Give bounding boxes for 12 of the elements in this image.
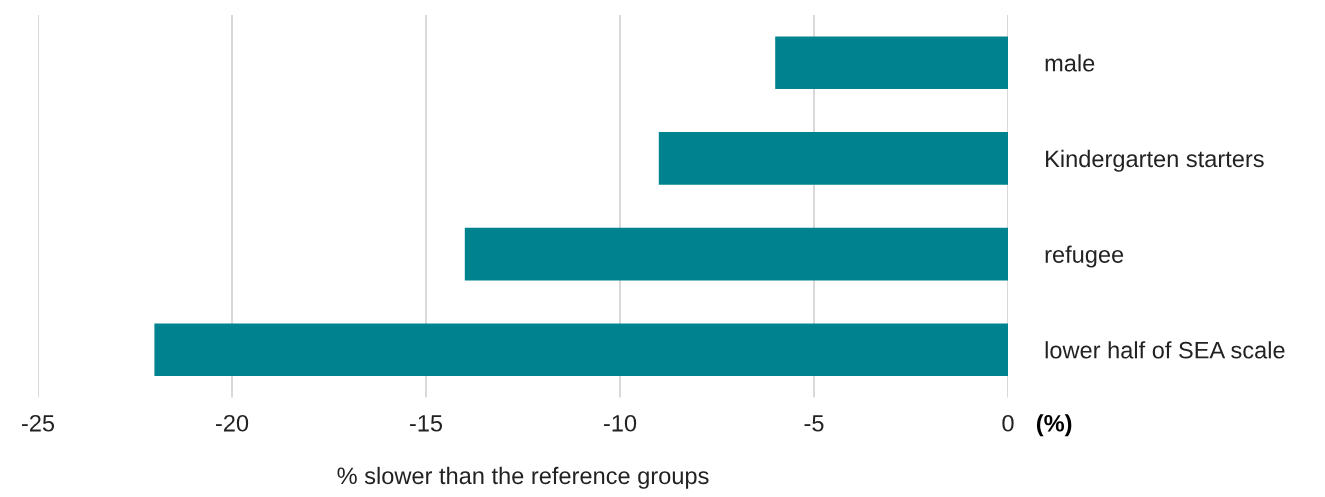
x-tick-label: -10 [603, 414, 637, 432]
y-tick-label: lower half of SEA scale [1045, 341, 1285, 359]
text: (%) [1036, 414, 1072, 437]
y-tick-label: refugee [1045, 245, 1124, 268]
y-tick-label: male [1045, 54, 1095, 72]
x-tick-label: 0 [1002, 414, 1014, 432]
x-tick-label: -20 [215, 414, 249, 432]
x-axis-title: % slower than the reference groups [337, 466, 709, 489]
y-tick-label: Kindergarten starters [1046, 149, 1264, 172]
x-tick-label: -25 [21, 414, 55, 432]
x-tick-label: -15 [409, 415, 443, 432]
x-tick-label: -5 [804, 415, 824, 432]
